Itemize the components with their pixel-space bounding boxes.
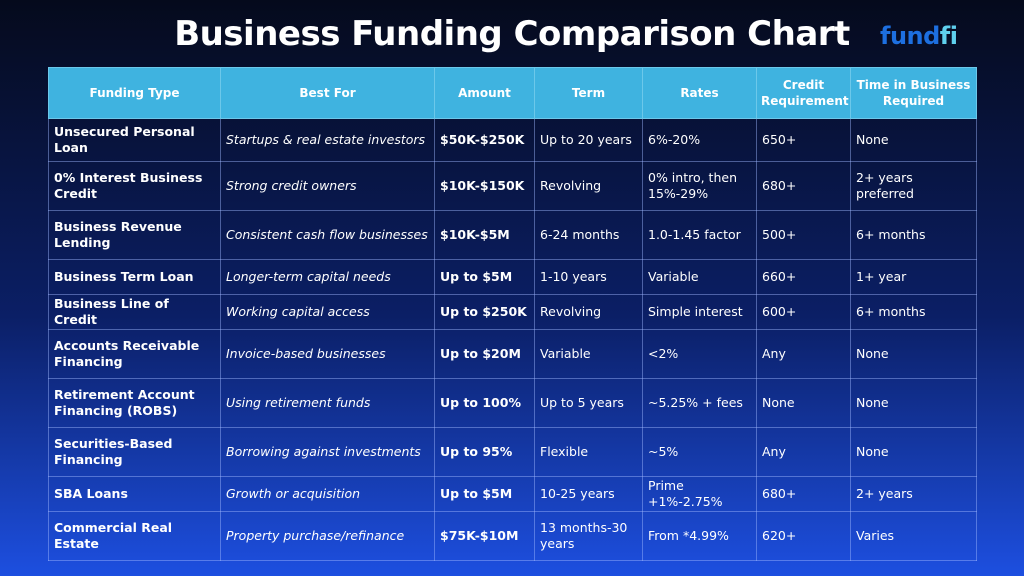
cell-best-for: Consistent cash flow businesses xyxy=(220,210,435,260)
cell-rates: ~5% xyxy=(642,427,757,477)
cell-credit: 680+ xyxy=(756,161,851,211)
cell-best-for: Growth or acquisition xyxy=(220,476,435,512)
cell-funding-type: Securities-Based Financing xyxy=(48,427,221,477)
cell-amount: Up to $5M xyxy=(434,259,535,295)
col-header-best-for: Best For xyxy=(220,67,435,119)
col-header-amount: Amount xyxy=(434,67,535,119)
cell-rates: From *4.99% xyxy=(642,511,757,561)
cell-term: Up to 5 years xyxy=(534,378,643,428)
cell-amount: Up to 95% xyxy=(434,427,535,477)
cell-best-for: Working capital access xyxy=(220,294,435,330)
cell-term: Flexible xyxy=(534,427,643,477)
cell-credit: 620+ xyxy=(756,511,851,561)
logo-part-fund: fund xyxy=(880,22,940,50)
comparison-table-container: Funding Type Best For Amount Term Rates … xyxy=(48,67,977,561)
header-row: Funding Type Best For Amount Term Rates … xyxy=(48,67,977,119)
cell-best-for: Longer-term capital needs xyxy=(220,259,435,295)
cell-best-for: Invoice-based businesses xyxy=(220,329,435,379)
cell-time: 6+ months xyxy=(850,294,977,330)
cell-best-for: Borrowing against investments xyxy=(220,427,435,477)
comparison-table: Funding Type Best For Amount Term Rates … xyxy=(48,67,977,561)
cell-amount: $50K-$250K xyxy=(434,118,535,162)
cell-rates: 6%-20% xyxy=(642,118,757,162)
cell-credit: 500+ xyxy=(756,210,851,260)
cell-best-for: Startups & real estate investors xyxy=(220,118,435,162)
table-row: Accounts Receivable Financing Invoice-ba… xyxy=(48,329,977,379)
cell-funding-type: SBA Loans xyxy=(48,476,221,512)
cell-term: 10-25 years xyxy=(534,476,643,512)
table-row: Business Revenue Lending Consistent cash… xyxy=(48,210,977,260)
cell-credit: Any xyxy=(756,329,851,379)
cell-term: 13 months-30 years xyxy=(534,511,643,561)
cell-amount: $10K-$150K xyxy=(434,161,535,211)
cell-amount: $10K-$5M xyxy=(434,210,535,260)
table-row: Retirement Account Financing (ROBS) Usin… xyxy=(48,378,977,428)
cell-term: Up to 20 years xyxy=(534,118,643,162)
cell-term: 6-24 months xyxy=(534,210,643,260)
cell-best-for: Strong credit owners xyxy=(220,161,435,211)
cell-rates: Simple interest xyxy=(642,294,757,330)
table-row: Commercial Real Estate Property purchase… xyxy=(48,511,977,561)
cell-time: Varies xyxy=(850,511,977,561)
cell-best-for: Using retirement funds xyxy=(220,378,435,428)
col-header-time-in-business: Time in Business Required xyxy=(850,67,977,119)
cell-time: None xyxy=(850,329,977,379)
cell-time: 6+ months xyxy=(850,210,977,260)
page-title: Business Funding Comparison Chart xyxy=(174,14,850,54)
cell-time: 2+ years preferred xyxy=(850,161,977,211)
cell-credit: None xyxy=(756,378,851,428)
cell-rates: 1.0-1.45 factor xyxy=(642,210,757,260)
cell-term: Revolving xyxy=(534,294,643,330)
table-row: SBA Loans Growth or acquisition Up to $5… xyxy=(48,476,977,512)
cell-credit: 650+ xyxy=(756,118,851,162)
cell-amount: Up to $5M xyxy=(434,476,535,512)
col-header-funding-type: Funding Type xyxy=(48,67,221,119)
cell-amount: Up to $20M xyxy=(434,329,535,379)
cell-credit: 600+ xyxy=(756,294,851,330)
cell-credit: 660+ xyxy=(756,259,851,295)
cell-term: Revolving xyxy=(534,161,643,211)
cell-best-for: Property purchase/refinance xyxy=(220,511,435,561)
fundfi-logo: fundfi xyxy=(880,22,958,50)
cell-rates: <2% xyxy=(642,329,757,379)
cell-term: 1-10 years xyxy=(534,259,643,295)
col-header-credit-requirement: Credit Requirement xyxy=(756,67,851,119)
cell-term: Variable xyxy=(534,329,643,379)
cell-credit: Any xyxy=(756,427,851,477)
cell-amount: Up to $250K xyxy=(434,294,535,330)
cell-rates: Variable xyxy=(642,259,757,295)
cell-credit: 680+ xyxy=(756,476,851,512)
cell-funding-type: Business Line of Credit xyxy=(48,294,221,330)
table-row: 0% Interest Business Credit Strong credi… xyxy=(48,161,977,211)
cell-time: None xyxy=(850,118,977,162)
cell-funding-type: Business Revenue Lending xyxy=(48,210,221,260)
cell-funding-type: Business Term Loan xyxy=(48,259,221,295)
cell-amount: $75K-$10M xyxy=(434,511,535,561)
cell-rates: 0% intro, then 15%-29% xyxy=(642,161,757,211)
cell-funding-type: Commercial Real Estate xyxy=(48,511,221,561)
cell-funding-type: Unsecured Personal Loan xyxy=(48,118,221,162)
cell-time: 1+ year xyxy=(850,259,977,295)
cell-time: 2+ years xyxy=(850,476,977,512)
cell-rates: ~5.25% + fees xyxy=(642,378,757,428)
logo-part-fi: fi xyxy=(939,22,958,50)
cell-rates: Prime +1%-2.75% xyxy=(642,476,757,512)
cell-funding-type: Retirement Account Financing (ROBS) xyxy=(48,378,221,428)
table-row: Unsecured Personal Loan Startups & real … xyxy=(48,118,977,162)
cell-funding-type: 0% Interest Business Credit xyxy=(48,161,221,211)
table-row: Business Line of Credit Working capital … xyxy=(48,294,977,330)
cell-funding-type: Accounts Receivable Financing xyxy=(48,329,221,379)
cell-time: None xyxy=(850,427,977,477)
table-row: Business Term Loan Longer-term capital n… xyxy=(48,259,977,295)
col-header-term: Term xyxy=(534,67,643,119)
col-header-rates: Rates xyxy=(642,67,757,119)
cell-time: None xyxy=(850,378,977,428)
table-row: Securities-Based Financing Borrowing aga… xyxy=(48,427,977,477)
cell-amount: Up to 100% xyxy=(434,378,535,428)
